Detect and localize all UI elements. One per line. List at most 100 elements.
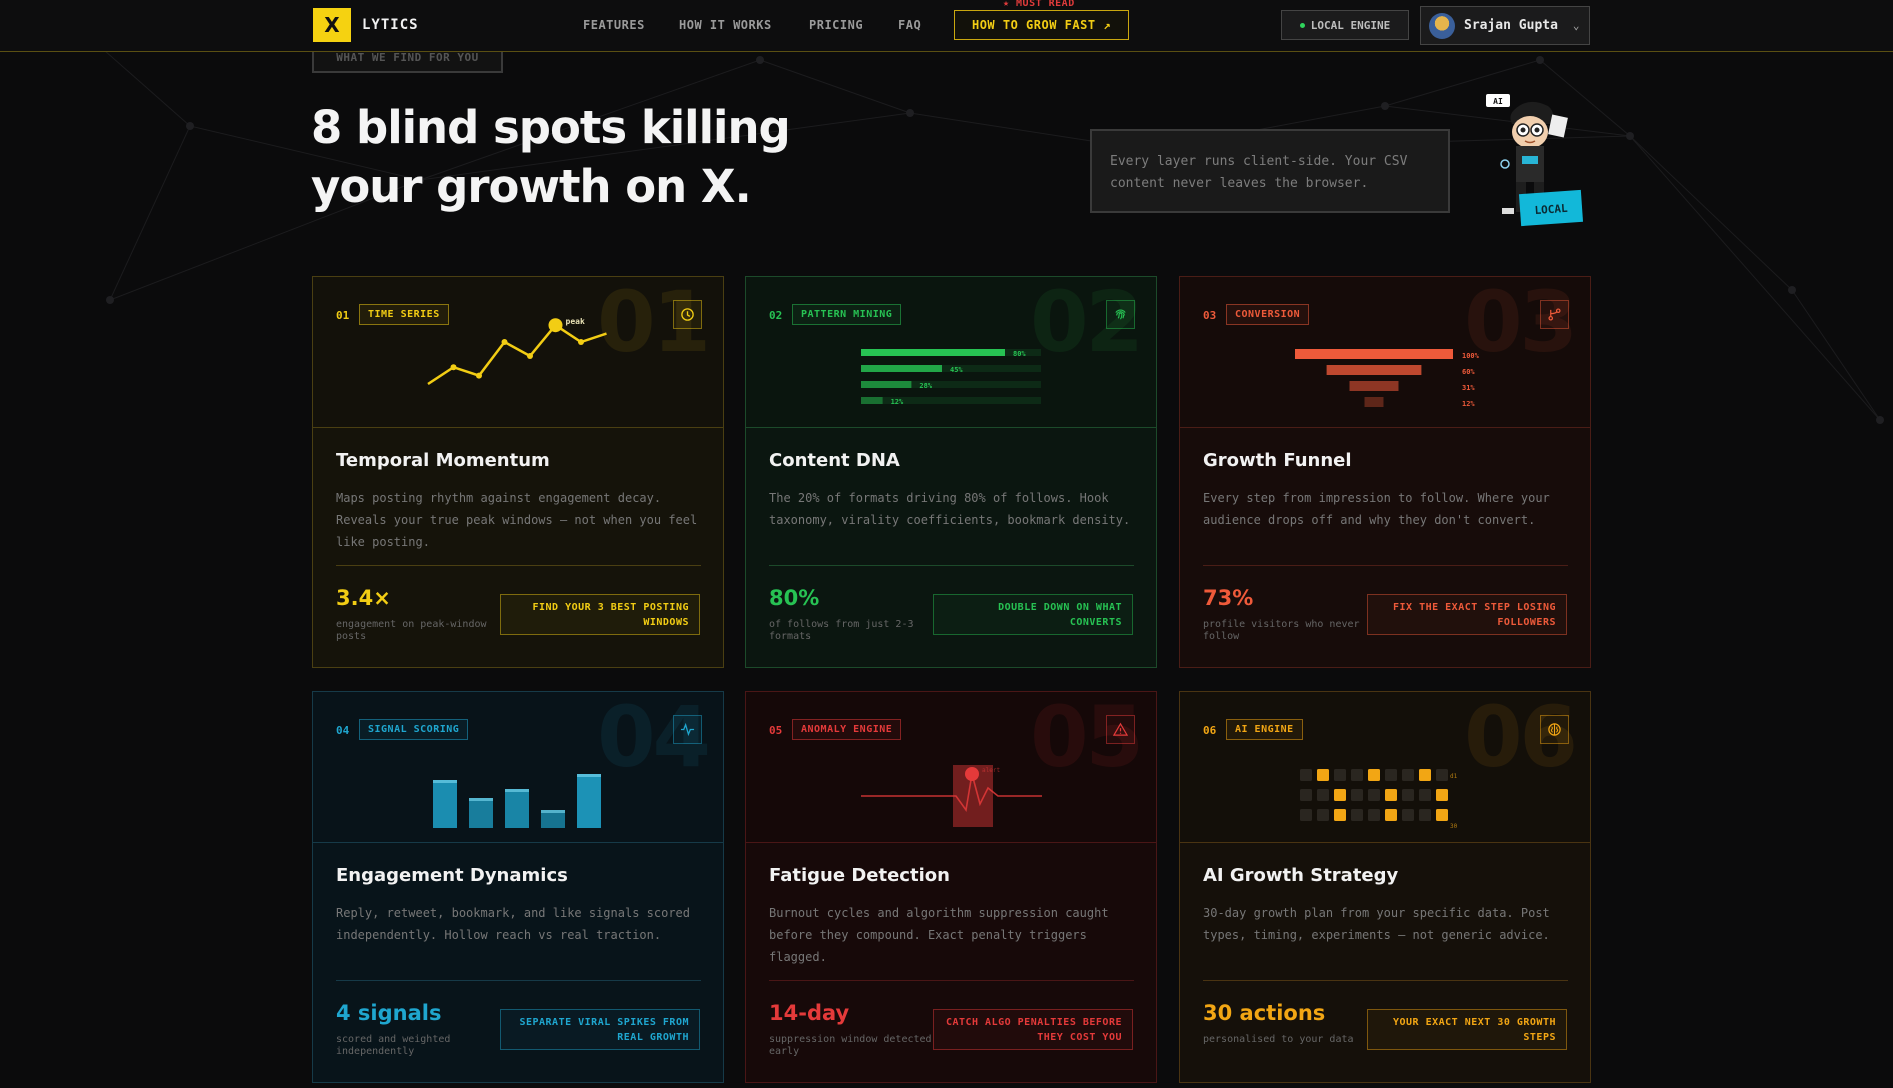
- funnel-step: [1326, 365, 1422, 375]
- user-menu-button[interactable]: Srajan Gupta ⌄: [1420, 6, 1590, 45]
- card-stat-label: scored and weighted independently: [336, 1034, 451, 1057]
- mascot-bubble-text: AI: [1493, 97, 1503, 106]
- bar: [861, 365, 942, 372]
- card-divider: [1203, 565, 1568, 566]
- local-engine-badge[interactable]: LOCAL ENGINE: [1281, 10, 1409, 40]
- trend-point: [527, 353, 533, 359]
- grid-cell: [1419, 809, 1431, 821]
- card-cta-button[interactable]: DOUBLE DOWN ON WHAT CONVERTS: [933, 594, 1133, 635]
- card-icon-button[interactable]: [1106, 715, 1135, 744]
- trend-point: [501, 339, 508, 345]
- card-title: Engagement Dynamics: [336, 865, 568, 886]
- feature-card-06[interactable]: d1 30 06 06 AI ENGINE AI Growth Strategy 3…: [1179, 691, 1591, 1083]
- card-tag: AI ENGINE: [1226, 719, 1303, 740]
- avatar: [1429, 12, 1455, 39]
- card-cta-button[interactable]: SEPARATE VIRAL SPIKES FROM REAL GROWTH: [500, 1009, 700, 1050]
- grid-cell: [1436, 789, 1448, 801]
- feature-card-03[interactable]: 100% 60% 31% 12% 03 03 CONVERSION Growth Fun…: [1179, 276, 1591, 668]
- feature-card-01[interactable]: peak 01 01 TIME SERIES Temporal Momentum …: [312, 276, 724, 668]
- bar-track: [861, 381, 1041, 388]
- nav-link-features[interactable]: FEATURES: [583, 18, 645, 32]
- must-read-badge: ★ MUST READ: [1003, 0, 1075, 9]
- grid-cell: [1402, 809, 1414, 821]
- funnel-step: [1349, 381, 1399, 391]
- card-divider: [1203, 980, 1568, 981]
- feature-card-04[interactable]: 04 04 SIGNAL SCORING Engagement Dynamics…: [312, 691, 724, 1083]
- card-cta-button[interactable]: CATCH ALGO PENALTIES BEFORE THEY COST YO…: [933, 1009, 1133, 1050]
- page-title-line-1: 8 blind spots killing: [311, 101, 791, 154]
- card-chart: peak: [427, 317, 607, 386]
- funnel-label: 31%: [1462, 384, 1475, 392]
- card-icon-button[interactable]: [1106, 300, 1135, 329]
- card-number: 04: [336, 724, 350, 737]
- logo-mark[interactable]: X: [313, 8, 351, 42]
- card-tag: SIGNAL SCORING: [359, 719, 469, 740]
- warning-icon: [1113, 722, 1128, 736]
- bar-track: [861, 397, 1041, 404]
- card-chart: 100% 60% 31% 12%: [1295, 349, 1480, 408]
- card-description: 30-day growth plan from your specific da…: [1203, 906, 1550, 942]
- bar-label: 28%: [919, 382, 932, 390]
- card-title: Content DNA: [769, 450, 900, 471]
- card-number: 02: [769, 309, 783, 322]
- clock-icon: [681, 308, 694, 321]
- card-cta-button[interactable]: YOUR EXACT NEXT 30 GROWTH STEPS: [1367, 1009, 1567, 1050]
- bar-label: 12%: [891, 398, 904, 406]
- grid-cell: [1368, 809, 1380, 821]
- page-title: 8 blind spots killing your growth on X.: [311, 98, 791, 216]
- feature-card-02[interactable]: 80% 45% 28% 12% 02 02 PATTERN MINING Content…: [745, 276, 1157, 668]
- signal-column: [505, 789, 529, 828]
- grid-cell: [1385, 809, 1397, 821]
- card-description: Every step from impression to follow. Wh…: [1203, 491, 1550, 527]
- grid-cell: [1334, 809, 1346, 821]
- logo-text[interactable]: LYTICS: [362, 17, 419, 33]
- funnel-label: 12%: [1462, 400, 1475, 408]
- local-engine-label: LOCAL ENGINE: [1310, 18, 1391, 32]
- nav-link-pricing[interactable]: PRICING: [809, 18, 864, 32]
- signal-column-cap: [577, 774, 601, 777]
- card-cta-button[interactable]: FIX THE EXACT STEP LOSING FOLLOWERS: [1367, 594, 1567, 635]
- card-watermark-number: 03: [1464, 276, 1578, 371]
- card-stat-label: personalised to your data: [1203, 1034, 1354, 1045]
- nav-link-faq[interactable]: FAQ: [898, 18, 922, 32]
- card-watermark-number: 04: [597, 691, 711, 786]
- card-icon-button[interactable]: [673, 715, 702, 744]
- signal-column: [541, 810, 565, 828]
- card-stat-label: engagement on peak-window posts: [336, 619, 487, 642]
- grid-cell: [1385, 789, 1397, 801]
- grid-label: d1: [1450, 773, 1458, 780]
- grid-cell: [1300, 769, 1312, 781]
- card-stat-value: 3.4×: [336, 586, 391, 610]
- branch-icon: [1548, 308, 1561, 321]
- grid-cell: [1351, 769, 1363, 781]
- grid-cell: [1351, 789, 1363, 801]
- grid-cell: [1334, 769, 1346, 781]
- how-to-grow-button[interactable]: HOW TO GROW FAST ↗: [954, 10, 1129, 40]
- feature-card-05[interactable]: alert 05 05 ANOMALY ENGINE Fatigue Detect…: [745, 691, 1157, 1083]
- card-tag: CONVERSION: [1226, 304, 1310, 325]
- bar: [861, 397, 883, 404]
- card-stat-value: 14-day: [769, 1001, 850, 1025]
- card-cta-button[interactable]: FIND YOUR 3 BEST POSTING WINDOWS: [500, 594, 700, 635]
- card-chart: [433, 774, 601, 828]
- card-icon-button[interactable]: [1540, 715, 1569, 744]
- card-icon-button[interactable]: [673, 300, 702, 329]
- nav-link-how-it-works[interactable]: HOW IT WORKS: [679, 18, 772, 32]
- funnel-step: [1364, 397, 1384, 407]
- signal-column-cap: [469, 798, 493, 801]
- bar-label: 45%: [950, 366, 963, 374]
- fingerprint-icon: [1115, 309, 1126, 320]
- card-stat-label: of follows from just 2-3 formats: [769, 619, 914, 642]
- funnel-label: 60%: [1462, 368, 1475, 376]
- card-divider: [769, 565, 1134, 566]
- card-chart: alert: [861, 765, 1042, 827]
- card-title: Fatigue Detection: [769, 865, 950, 886]
- alert-label: alert: [982, 767, 1000, 774]
- grid-cell: [1300, 809, 1312, 821]
- card-stat-value: 4 signals: [336, 1001, 442, 1025]
- brain-icon: [1548, 723, 1561, 736]
- card-icon-button[interactable]: [1540, 300, 1569, 329]
- signal-column: [577, 774, 601, 828]
- card-description: The 20% of formats driving 80% of follow…: [769, 491, 1131, 527]
- grid-cell: [1385, 769, 1397, 781]
